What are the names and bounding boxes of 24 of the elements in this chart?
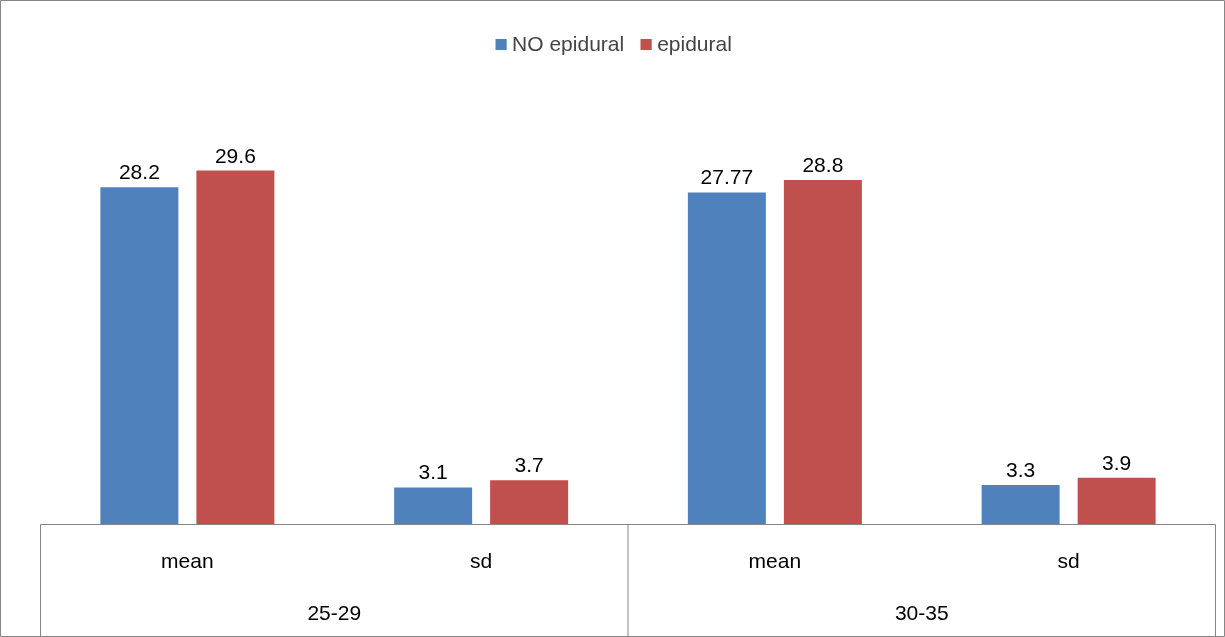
x-tick-label: sd [1057, 549, 1080, 572]
data-label: 3.9 [1102, 450, 1132, 474]
legend-label: epidural [657, 32, 732, 56]
x-tick-label: mean [748, 549, 802, 572]
bar [783, 180, 862, 525]
bar [100, 187, 179, 525]
x-tick-label: sd [470, 549, 493, 572]
bar [981, 485, 1060, 525]
data-label: 3.3 [1006, 458, 1036, 482]
bar [196, 170, 275, 525]
data-label: 28.2 [118, 160, 160, 184]
data-label: 3.7 [514, 453, 544, 477]
x-tick-label: mean [161, 549, 214, 572]
bar [1077, 477, 1156, 525]
bar [490, 480, 569, 525]
data-label: 28.8 [802, 153, 844, 177]
legend-label: NO epidural [512, 32, 625, 56]
data-label: 29.6 [214, 143, 256, 167]
data-label: 3.1 [418, 460, 448, 484]
text: 25-29 [307, 600, 362, 624]
bar [687, 192, 766, 525]
text: 30-35 [894, 600, 949, 624]
data-label: 27.77 [700, 165, 754, 189]
bar [394, 487, 473, 525]
